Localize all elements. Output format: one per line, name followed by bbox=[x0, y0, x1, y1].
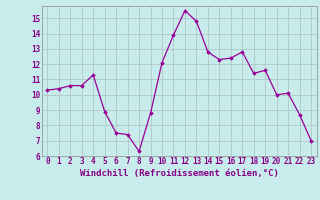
X-axis label: Windchill (Refroidissement éolien,°C): Windchill (Refroidissement éolien,°C) bbox=[80, 169, 279, 178]
